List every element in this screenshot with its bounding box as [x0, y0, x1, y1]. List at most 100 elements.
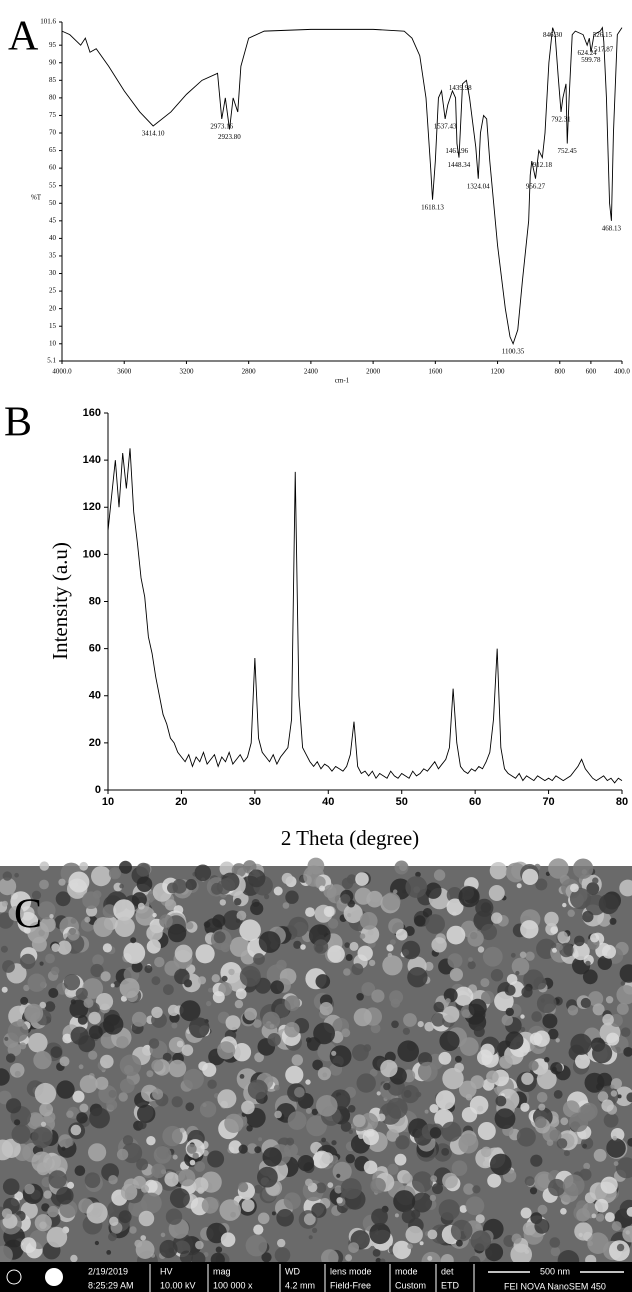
grain: [114, 916, 135, 937]
grain: [411, 1209, 421, 1219]
grain: [129, 1226, 137, 1234]
sem-image: [0, 857, 632, 1272]
grain: [351, 963, 364, 976]
grain: [447, 953, 463, 969]
grain: [605, 996, 614, 1004]
grain: [45, 953, 55, 964]
grain: [315, 1182, 327, 1194]
grain: [167, 923, 187, 943]
grain: [303, 1213, 316, 1226]
grain: [377, 1113, 386, 1122]
grain: [14, 872, 19, 878]
grain: [108, 867, 122, 880]
grain: [422, 908, 433, 918]
grain: [481, 1146, 492, 1158]
grain: [95, 993, 114, 1011]
grain: [119, 1078, 135, 1094]
grain: [72, 1090, 85, 1103]
peak-label: 1537.43: [434, 123, 457, 131]
peak-label: 3414.10: [142, 130, 165, 138]
grain: [411, 1171, 433, 1193]
grain: [604, 1212, 615, 1223]
grain: [219, 1199, 241, 1221]
grain: [582, 969, 598, 985]
grain: [560, 1117, 569, 1126]
grain: [195, 1240, 204, 1250]
grain: [407, 1243, 413, 1250]
grain: [323, 884, 337, 899]
grain: [597, 955, 612, 970]
grain: [70, 1124, 82, 1136]
grain: [185, 1102, 195, 1112]
grain: [253, 1019, 262, 1028]
grain: [79, 1075, 98, 1094]
grain: [371, 1208, 388, 1226]
grain: [271, 1211, 276, 1216]
grain: [171, 1022, 178, 1029]
grain: [433, 1001, 445, 1013]
grain: [39, 961, 44, 966]
grain: [7, 1021, 29, 1042]
info-label: mag: [213, 1266, 231, 1276]
grain: [427, 1229, 438, 1240]
grain: [36, 1162, 50, 1176]
grain: [50, 1046, 63, 1058]
grain: [131, 961, 143, 973]
grain: [506, 974, 518, 985]
grain: [620, 981, 626, 986]
grain: [245, 1234, 268, 1257]
grain: [536, 993, 557, 1014]
grain: [78, 1064, 84, 1070]
grain: [560, 1208, 567, 1215]
grain: [239, 965, 261, 987]
grain: [137, 1104, 156, 1124]
logo: [45, 1268, 63, 1286]
grain: [138, 1120, 147, 1130]
grain: [531, 1011, 542, 1022]
grain: [592, 1043, 613, 1064]
grain: [93, 917, 114, 937]
spectrum-line: [61, 26, 623, 346]
grain: [533, 1030, 550, 1047]
grain: [274, 1110, 282, 1119]
info-value: 10.00 kV: [160, 1280, 196, 1290]
grain: [273, 1084, 280, 1091]
grain: [172, 1233, 193, 1254]
grain: [311, 1202, 327, 1218]
grain: [552, 947, 557, 953]
grain: [489, 862, 508, 880]
grain: [305, 1107, 312, 1114]
peak-label: 1100.35: [502, 347, 525, 355]
grain: [395, 1135, 410, 1150]
y-tick-label: 35: [49, 252, 57, 260]
grain: [504, 984, 516, 996]
grain: [246, 1125, 253, 1132]
grain: [100, 971, 111, 982]
grain: [174, 968, 190, 985]
grain: [212, 991, 225, 1004]
grain: [247, 1079, 268, 1100]
grain: [176, 1040, 184, 1048]
grain: [623, 1047, 632, 1057]
grain: [217, 1041, 236, 1060]
grain: [371, 989, 385, 1003]
grain: [549, 1129, 562, 1142]
grain: [84, 1172, 101, 1188]
grain: [103, 1014, 124, 1035]
grain: [429, 1127, 442, 1139]
grain: [220, 1232, 236, 1247]
info-value: 8:25:29 AM: [88, 1280, 134, 1290]
grain: [48, 988, 59, 998]
grain: [79, 861, 89, 871]
grain: [65, 1138, 74, 1147]
peak-label: 2973.16: [210, 123, 233, 131]
grain: [215, 1246, 223, 1253]
grain: [108, 1175, 118, 1185]
grain: [384, 1051, 396, 1063]
grain: [468, 957, 473, 962]
y-tick-label: 50: [49, 199, 57, 207]
grain: [614, 1086, 632, 1107]
grain: [27, 973, 46, 992]
x-tick-label: 2000: [366, 368, 381, 376]
grain: [480, 923, 497, 941]
